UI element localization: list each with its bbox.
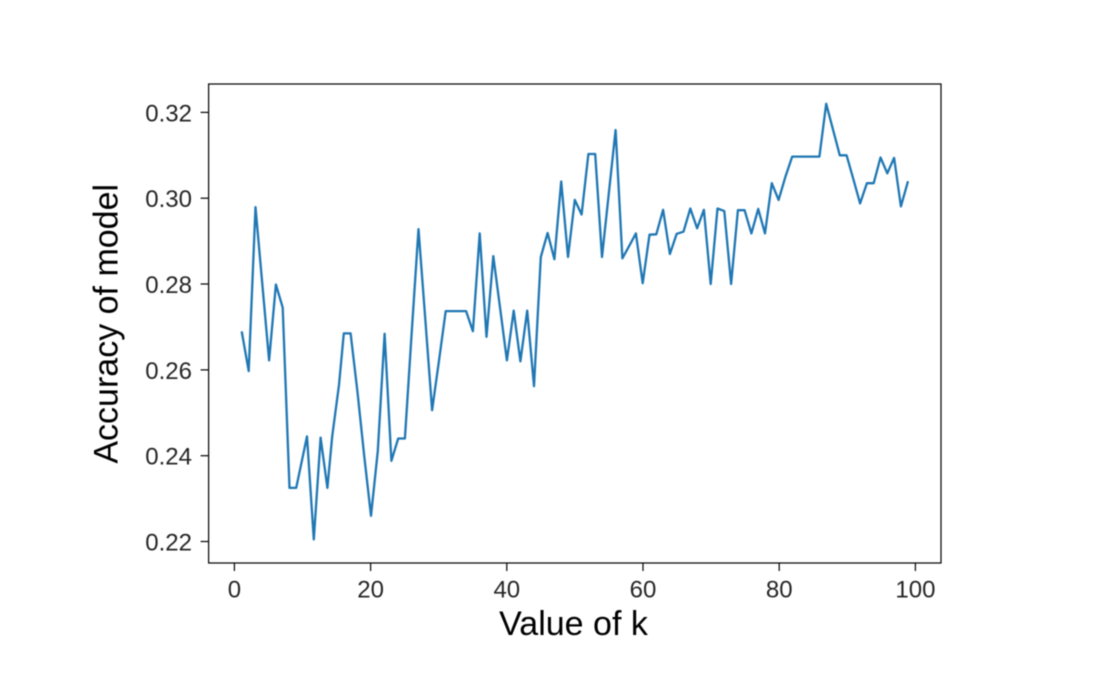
svg-text:0.24: 0.24: [145, 444, 192, 471]
svg-text:20: 20: [357, 577, 384, 604]
svg-text:40: 40: [493, 577, 520, 604]
svg-text:0.30: 0.30: [145, 186, 192, 213]
svg-text:0: 0: [228, 577, 241, 604]
svg-text:0.28: 0.28: [145, 272, 192, 299]
svg-text:0.32: 0.32: [145, 100, 192, 127]
svg-text:80: 80: [766, 577, 793, 604]
svg-text:Accuracy of model: Accuracy of model: [88, 184, 126, 464]
svg-text:0.22: 0.22: [145, 530, 192, 557]
svg-text:60: 60: [630, 577, 657, 604]
svg-text:100: 100: [895, 577, 935, 604]
svg-text:Value of k: Value of k: [499, 605, 649, 643]
svg-text:0.26: 0.26: [145, 358, 192, 385]
